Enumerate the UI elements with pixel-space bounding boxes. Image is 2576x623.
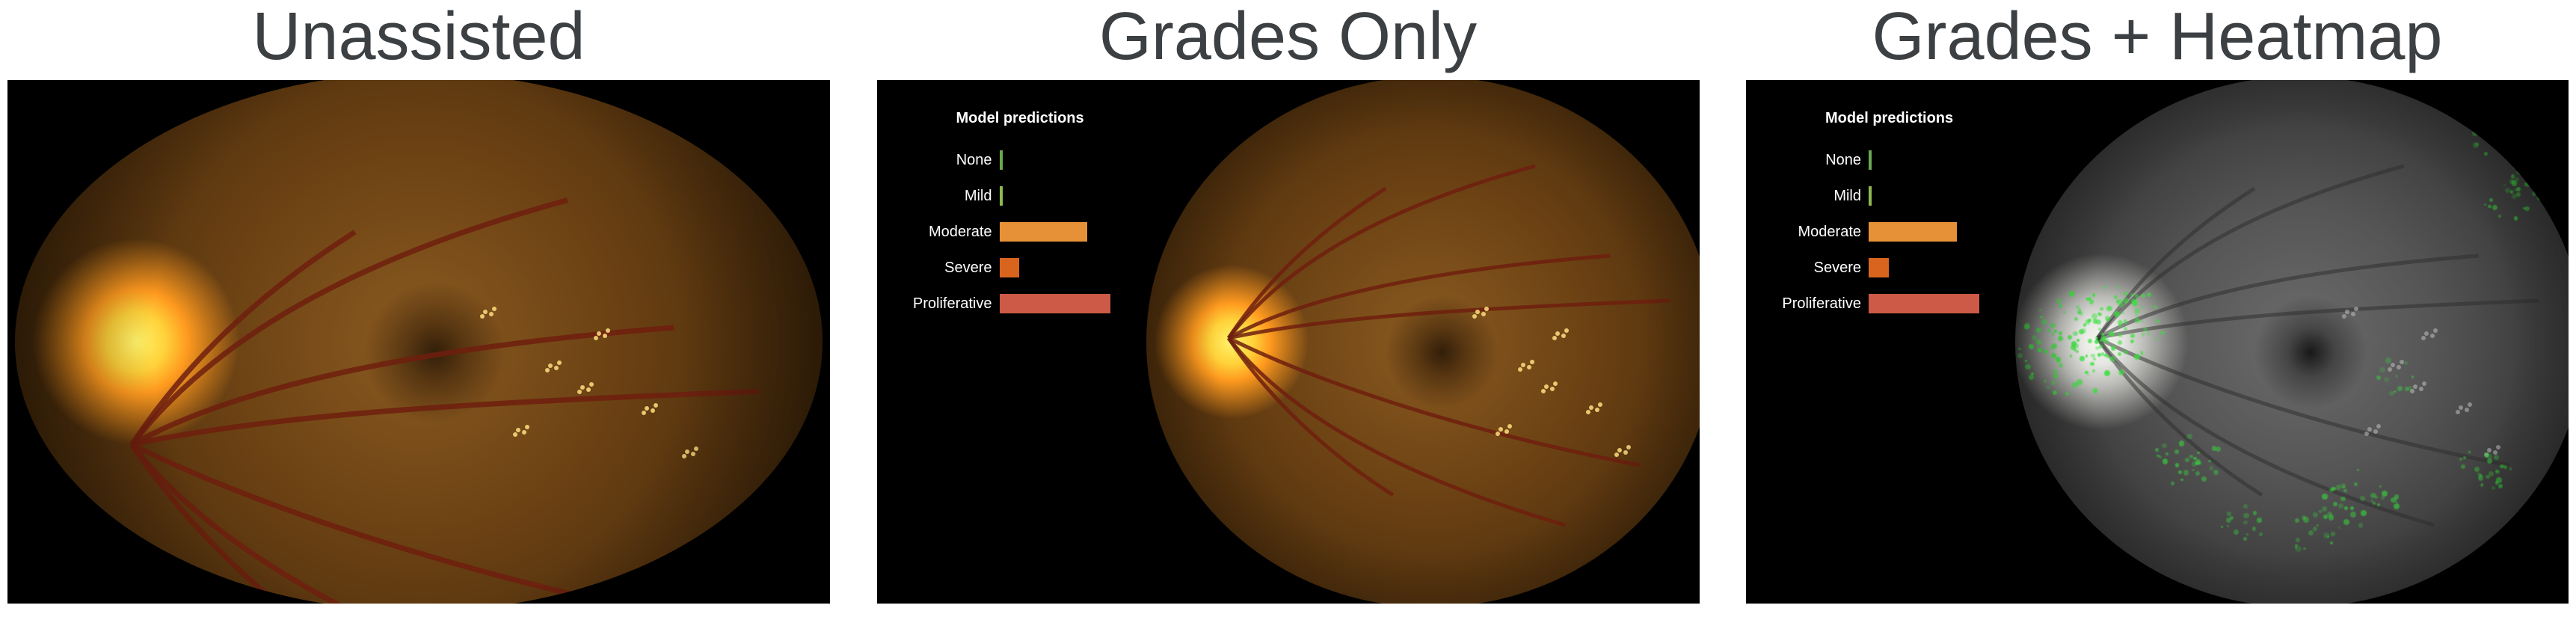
grade-row: Severe xyxy=(1780,253,2005,283)
grade-row: None xyxy=(1780,145,2005,175)
grade-bar xyxy=(1869,294,1979,313)
grade-label: None xyxy=(1780,152,1869,169)
grade-label: Severe xyxy=(1780,260,1869,277)
figure-row: Unassisted Grades Only Model predictions xyxy=(0,0,2576,611)
grade-label: Proliferative xyxy=(912,295,1000,313)
cell-grades-heatmap: Grades + Heatmap Model predictions NoneM… xyxy=(1746,0,2569,604)
grade-row: Proliferative xyxy=(1780,289,2005,319)
grade-bar xyxy=(1000,258,1020,277)
grade-bar xyxy=(1000,294,1110,313)
grades-chart-title: Model predictions xyxy=(956,110,1136,127)
grade-row: Proliferative xyxy=(912,289,1136,319)
grade-bar xyxy=(1869,150,1872,170)
grades-chart-title: Model predictions xyxy=(1825,110,2005,127)
cell-grades-only: Grades Only Model predictions NoneMildMo… xyxy=(877,0,1700,604)
grade-bar xyxy=(1869,222,1957,242)
title-grades-heatmap: Grades + Heatmap xyxy=(1872,0,2443,74)
grade-row: None xyxy=(912,145,1136,175)
title-grades-only: Grades Only xyxy=(1099,0,1477,74)
grade-bar xyxy=(1869,258,1889,277)
fundus-edge-fade xyxy=(1146,80,1700,604)
grades-chart: Model predictions None Mild Moderate Severe… xyxy=(912,110,1136,325)
grade-bar xyxy=(1869,186,1872,206)
grade-row: Mild xyxy=(912,181,1136,211)
grade-label: Mild xyxy=(1780,188,1869,205)
panel-grades-heatmap: Model predictions None Mild Moderate Severe… xyxy=(1746,80,2569,604)
grade-row: Moderate xyxy=(1780,217,2005,247)
fundus-edge-fade xyxy=(15,80,823,604)
grade-row: Severe xyxy=(912,253,1136,283)
panel-grades-only: Model predictions None Mild Moderate Severe… xyxy=(877,80,1700,604)
grade-bar xyxy=(1000,150,1003,170)
fundus-grades-only xyxy=(1146,80,1700,604)
grade-bar xyxy=(1000,186,1003,206)
title-unassisted: Unassisted xyxy=(252,0,585,74)
fundus-edge-fade xyxy=(2015,80,2569,604)
grade-bar xyxy=(1000,222,1088,242)
grade-label: Severe xyxy=(912,260,1000,277)
grade-label: Proliferative xyxy=(1780,295,1869,313)
grade-row: Mild xyxy=(1780,181,2005,211)
grade-row: Moderate xyxy=(912,217,1136,247)
panel-unassisted xyxy=(7,80,830,604)
grade-label: None xyxy=(912,152,1000,169)
fundus-heatmap xyxy=(2015,80,2569,604)
fundus-unassisted xyxy=(15,80,823,604)
grades-chart: Model predictions None Mild Moderate Severe… xyxy=(1780,110,2005,325)
grade-label: Moderate xyxy=(912,224,1000,241)
grade-label: Moderate xyxy=(1780,224,1869,241)
grade-label: Mild xyxy=(912,188,1000,205)
cell-unassisted: Unassisted xyxy=(7,0,830,604)
